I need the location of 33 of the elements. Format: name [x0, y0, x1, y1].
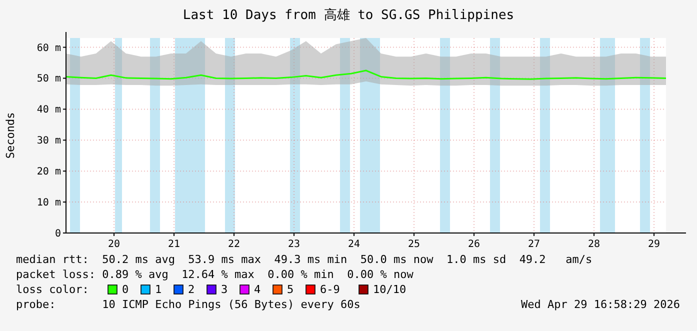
y-axis-title: Seconds [4, 112, 17, 159]
x-tick-label: 23 [288, 239, 300, 250]
y-tick-label: 30 m [36, 136, 61, 147]
chart-title: Last 10 Days from 高雄 to SG.GS Philippines [182, 7, 514, 23]
x-tick-label: 29 [648, 239, 660, 250]
y-tick-label: 0 [54, 228, 61, 240]
legend-label: 3 [221, 283, 228, 296]
x-tick-label: 28 [588, 239, 600, 250]
legend-label: 4 [254, 283, 261, 296]
legend-label: 2 [188, 283, 195, 296]
y-tick-label: 50 m [36, 74, 61, 85]
legend-title: loss color: [16, 283, 89, 296]
x-tick-label: 26 [468, 239, 480, 250]
y-tick-label: 40 m [36, 104, 61, 116]
legend-label: 5 [287, 283, 294, 296]
text: Wed Apr 29 16:58:29 2026 [521, 298, 680, 311]
x-tick-label: 20 [108, 239, 120, 250]
x-tick-label: 25 [408, 239, 420, 250]
line-series [65, 70, 667, 80]
text: probe: 10 ICMP Echo Pings (56 Bytes) every 60s [16, 298, 360, 311]
legend-label: 6-9 [320, 283, 340, 296]
y-tick-label: 20 m [36, 166, 61, 178]
legend-label: 1 [155, 283, 162, 296]
text: median rtt: 50.2 ms avg 53.9 ms max 49.3 ms min 50.0 ms now 1.0 ms sd 49.2 am/s [16, 253, 592, 266]
y-tick-label: 10 m [36, 198, 61, 209]
x-tick-label: 21 [168, 239, 180, 250]
x-tick-label: 22 [228, 239, 240, 250]
legend-label: 0 [122, 283, 129, 296]
y-tick-label: 60 m [36, 42, 61, 54]
text: packet loss: 0.89 % avg 12.64 % max 0.00 % min 0.00 % now [16, 268, 414, 281]
x-tick-label: 24 [348, 239, 360, 250]
x-tick-label: 27 [528, 239, 540, 250]
legend-label: 10/10 [373, 283, 406, 296]
